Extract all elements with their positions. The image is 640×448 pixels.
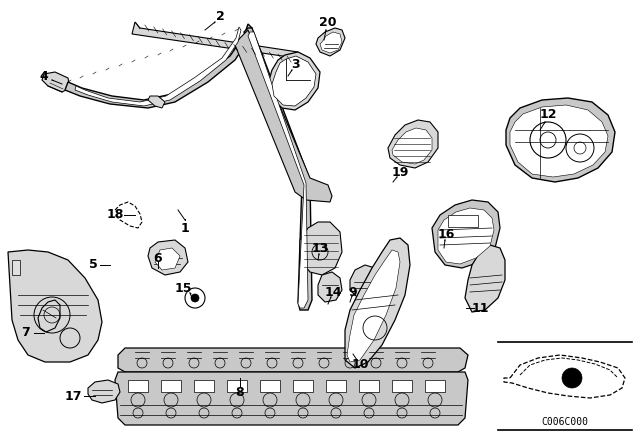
Polygon shape — [388, 120, 438, 168]
Text: 3: 3 — [292, 59, 300, 72]
Text: 11: 11 — [471, 302, 489, 314]
Bar — [260, 380, 280, 392]
Bar — [425, 380, 445, 392]
Text: 1: 1 — [180, 221, 189, 234]
Polygon shape — [345, 238, 410, 368]
Circle shape — [191, 294, 199, 302]
Polygon shape — [316, 28, 345, 56]
Polygon shape — [118, 348, 468, 372]
Text: 6: 6 — [154, 251, 163, 264]
Polygon shape — [42, 72, 70, 92]
Bar — [194, 380, 214, 392]
Polygon shape — [148, 96, 165, 108]
Polygon shape — [12, 260, 20, 275]
Text: 18: 18 — [106, 208, 124, 221]
Polygon shape — [148, 240, 188, 275]
Polygon shape — [350, 265, 380, 300]
Text: 13: 13 — [311, 241, 329, 254]
Polygon shape — [132, 22, 298, 58]
Text: 17: 17 — [64, 389, 82, 402]
Polygon shape — [248, 32, 308, 308]
Text: 4: 4 — [40, 69, 49, 82]
Circle shape — [562, 368, 582, 388]
Circle shape — [540, 132, 556, 148]
Text: 19: 19 — [391, 165, 409, 178]
Text: 12: 12 — [540, 108, 557, 121]
Text: C006C000: C006C000 — [541, 417, 589, 427]
Text: 15: 15 — [174, 281, 192, 294]
Polygon shape — [300, 222, 342, 275]
Polygon shape — [392, 128, 432, 164]
Polygon shape — [432, 200, 500, 268]
Text: 2: 2 — [216, 9, 225, 22]
Text: 9: 9 — [349, 285, 357, 298]
Text: 8: 8 — [236, 387, 244, 400]
Bar — [227, 380, 247, 392]
Bar — [392, 380, 412, 392]
Polygon shape — [8, 250, 102, 362]
Text: 14: 14 — [324, 285, 342, 298]
Bar — [161, 380, 181, 392]
Polygon shape — [510, 105, 608, 177]
Polygon shape — [320, 32, 342, 53]
Polygon shape — [347, 250, 400, 362]
Text: 16: 16 — [437, 228, 454, 241]
Polygon shape — [272, 56, 316, 106]
Polygon shape — [38, 300, 60, 332]
Bar — [326, 380, 346, 392]
Polygon shape — [155, 248, 180, 270]
Polygon shape — [244, 28, 312, 310]
Text: 5: 5 — [88, 258, 97, 271]
Polygon shape — [115, 372, 468, 425]
Polygon shape — [506, 98, 615, 182]
Bar — [293, 380, 313, 392]
Polygon shape — [268, 52, 320, 110]
Circle shape — [574, 142, 586, 154]
Polygon shape — [438, 208, 494, 264]
Bar — [448, 215, 478, 227]
Text: 20: 20 — [319, 16, 337, 29]
Polygon shape — [318, 272, 342, 302]
Bar — [128, 380, 148, 392]
Text: 10: 10 — [351, 358, 369, 371]
Polygon shape — [88, 380, 120, 403]
Polygon shape — [235, 30, 332, 202]
Polygon shape — [75, 27, 241, 106]
Polygon shape — [465, 245, 505, 312]
Polygon shape — [65, 24, 252, 108]
Text: 7: 7 — [22, 327, 30, 340]
Bar — [359, 380, 379, 392]
